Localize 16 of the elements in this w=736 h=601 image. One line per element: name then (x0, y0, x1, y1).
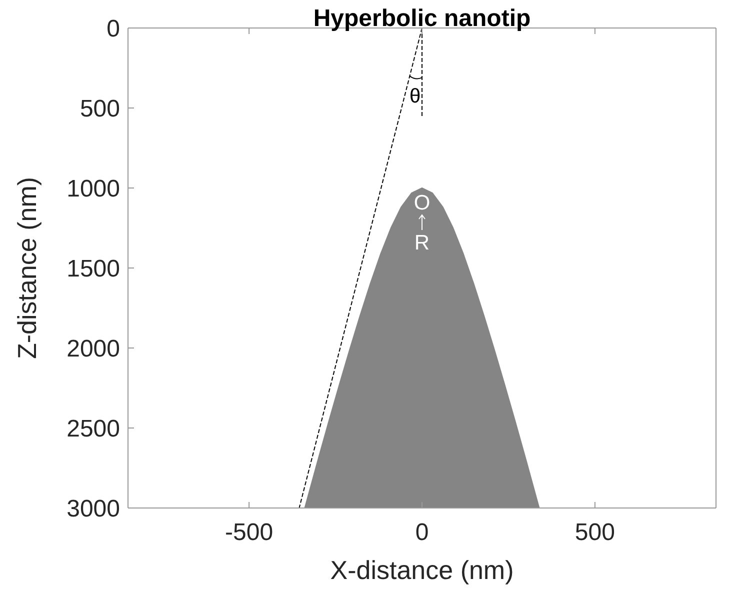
y-tick-label: 0 (106, 15, 120, 42)
y-tick-label: 1500 (66, 255, 120, 282)
annotation: θ (409, 86, 421, 108)
x-tick-label: -500 (225, 519, 274, 546)
x-tick-label: 0 (415, 519, 429, 546)
annotation: R (414, 231, 430, 254)
y-tick-label: 1000 (66, 175, 120, 202)
y-tick-label: 500 (80, 95, 120, 122)
y-tick-label: 2000 (66, 335, 120, 362)
x-tick-label: 500 (574, 519, 615, 546)
y-tick-label: 2500 (66, 415, 120, 442)
y-axis-title: Z-distance (nm) (12, 176, 42, 360)
annotation: O (414, 191, 430, 214)
y-tick-label: 3000 (66, 495, 120, 522)
chart-title: Hyperbolic nanotip (313, 5, 531, 32)
x-axis-title: X-distance (nm) (330, 555, 514, 585)
